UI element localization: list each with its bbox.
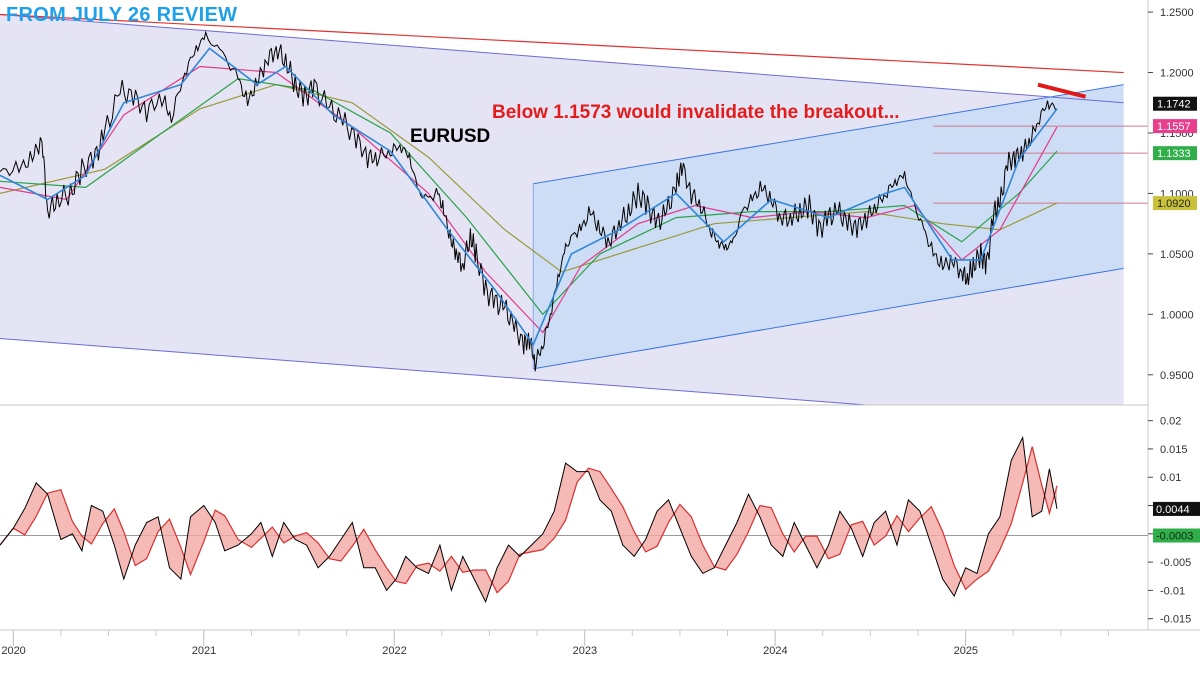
time-axis-label: 2022 [382, 645, 406, 657]
price-y-tick-label: 0.9500 [1160, 370, 1194, 382]
price-tag-box [1153, 196, 1197, 211]
price-tag: 1.1742 [1153, 96, 1197, 111]
ma-fast-line [0, 47, 1058, 347]
osc-tag-label: 0.0044 [1156, 504, 1190, 516]
ma-green-line [0, 77, 1058, 316]
time-axis-label: 2024 [763, 645, 787, 657]
price-tag-label: 1.1557 [1157, 121, 1191, 133]
osc-line [0, 435, 1058, 603]
price-tag: 1.0920 [1153, 196, 1197, 211]
osc-y-tick-label: -0.015 [1160, 614, 1191, 626]
red-short-segment [1037, 82, 1087, 99]
price-tag: 1.1333 [1153, 146, 1197, 161]
price-line [0, 30, 1058, 372]
price-tag-label: 1.0920 [1157, 198, 1191, 210]
red-resistance-line [0, 13, 1124, 74]
osc-y-tick-label: 0.02 [1160, 416, 1181, 428]
osc-y-tick-label: -0.01 [1160, 585, 1185, 597]
time-axis-label: 2025 [954, 645, 978, 657]
ma-olive-line [0, 83, 1058, 273]
annotation-text: Below 1.1573 would invalidate the breako… [492, 102, 900, 123]
osc-signal-line [0, 446, 1058, 594]
price-tag-box [1153, 96, 1197, 111]
inner-channel-lower-line [533, 267, 1124, 370]
osc-y-tick-label: 0.015 [1160, 444, 1188, 456]
osc-tag-box [1153, 528, 1200, 543]
price-tag-box [1153, 119, 1197, 134]
osc-tag-label: -0.0003 [1156, 531, 1193, 543]
time-axis-label: 2020 [1, 645, 25, 657]
chart-title: FROM JULY 26 REVIEW [6, 4, 238, 26]
inner-channel-upper-line [533, 84, 1124, 185]
time-axis-label: 2021 [192, 645, 216, 657]
outer-channel-lower-line [0, 338, 867, 406]
osc-tag: 0.0044 [1153, 501, 1200, 516]
inner-channel-fill [533, 84, 1124, 369]
osc-y-tick-label: -0.005 [1160, 557, 1191, 569]
price-tag-box [1153, 146, 1197, 161]
price-tag-label: 1.1742 [1157, 99, 1191, 111]
price-y-tick-label: 1.2000 [1160, 68, 1194, 80]
price-tag-label: 1.1333 [1157, 148, 1191, 160]
osc-tag: -0.0003 [1153, 528, 1200, 543]
price-y-tick-label: 1.0500 [1160, 249, 1194, 261]
osc-y-tick-label: 0.01 [1160, 472, 1181, 484]
outer-channel-upper-line [0, 14, 1124, 104]
price-y-tick-label: 1.2500 [1160, 7, 1194, 19]
price-tag: 1.1557 [1153, 119, 1197, 134]
osc-tag-box [1153, 501, 1200, 516]
price-y-tick-label: 1.0000 [1160, 309, 1194, 321]
symbol-label: EURUSD [410, 126, 491, 147]
time-axis-label: 2023 [573, 645, 597, 657]
ma-pink-line [0, 65, 1058, 334]
